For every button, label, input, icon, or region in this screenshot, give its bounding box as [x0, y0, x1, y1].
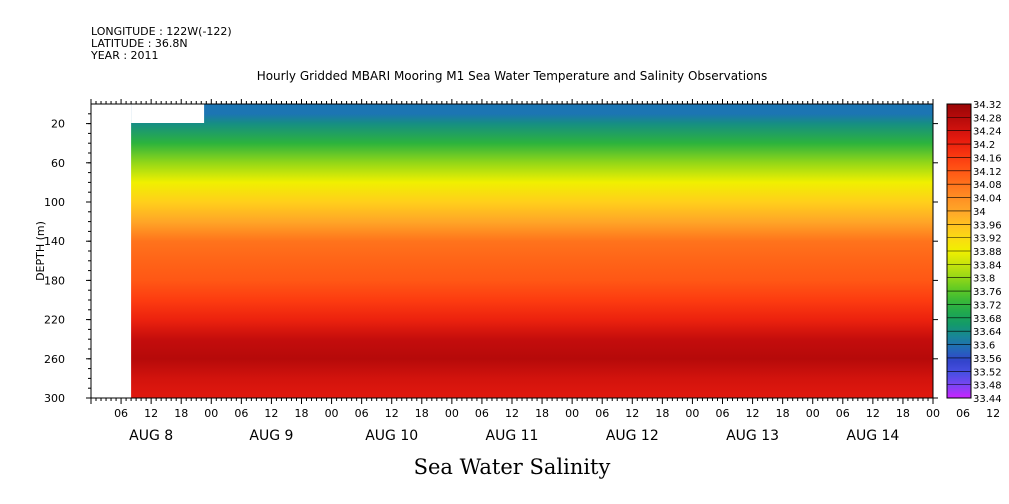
chart-title: Hourly Gridded MBARI Mooring M1 Sea Wate… [257, 69, 768, 83]
colorbar-label: 33.84 [973, 260, 1002, 271]
longitude-label: LONGITUDE : 122W(-122) [91, 25, 232, 38]
x-day-label: AUG 11 [486, 428, 539, 444]
x-hour-label: 18 [896, 407, 910, 420]
y-tick-label: 300 [44, 392, 65, 405]
x-hour-label: 12 [144, 407, 158, 420]
colorbar-label: 33.56 [973, 354, 1002, 365]
colorbar-label: 33.76 [973, 287, 1002, 298]
colorbar-label: 34.16 [973, 153, 1002, 164]
colorbar-label: 34.28 [973, 113, 1002, 124]
colorbar-label: 33.96 [973, 220, 1002, 231]
colorbar-label: 33.8 [973, 274, 995, 285]
latitude-label: LATITUDE : 36.8N [91, 37, 188, 50]
x-hour-label: 00 [926, 407, 940, 420]
colorbar-label: 33.44 [973, 394, 1002, 405]
salinity-field [131, 104, 933, 398]
y-tick-label: 60 [51, 157, 65, 170]
x-hour-label: 06 [114, 407, 128, 420]
x-day-label: AUG 10 [365, 428, 418, 444]
colorbar-label: 33.48 [973, 381, 1002, 392]
plot-area [90, 103, 934, 399]
x-hour-label: 06 [956, 407, 970, 420]
x-hour-label: 12 [866, 407, 880, 420]
x-hour-label: 00 [565, 407, 579, 420]
y-axis: 20 60 100 140 180 220 260 300 [44, 113, 938, 405]
colorbar-label: 33.88 [973, 247, 1002, 258]
y-tick-label: 260 [44, 353, 65, 366]
x-hour-label: 12 [986, 407, 1000, 420]
x-hour-label: 12 [505, 407, 519, 420]
year-label: YEAR : 2011 [90, 49, 159, 62]
y-tick-label: 140 [44, 235, 65, 248]
x-hour-label: 12 [746, 407, 760, 420]
x-hour-label: 00 [445, 407, 459, 420]
header-info: LONGITUDE : 122W(-122) LATITUDE : 36.8N … [90, 25, 232, 62]
x-hour-label: 12 [385, 407, 399, 420]
colorbar-label: 34.2 [973, 140, 995, 151]
y-tick-label: 20 [51, 118, 65, 131]
x-hour-label: 18 [295, 407, 309, 420]
x-hour-label: 18 [415, 407, 429, 420]
footer-title: Sea Water Salinity [414, 455, 611, 479]
y-tick-label: 100 [44, 196, 65, 209]
x-hour-label: 18 [776, 407, 790, 420]
x-day-label: AUG 12 [606, 428, 659, 444]
x-hour-label: 06 [836, 407, 850, 420]
y-tick-label: 220 [44, 314, 65, 327]
x-day-label: AUG 9 [249, 428, 293, 444]
colorbar-label: 34.24 [973, 127, 1002, 138]
x-hour-label: 00 [325, 407, 339, 420]
x-hour-label: 06 [595, 407, 609, 420]
x-hour-label: 06 [234, 407, 248, 420]
colorbar-label: 34.04 [973, 194, 1002, 205]
x-hour-label: 06 [355, 407, 369, 420]
x-hour-label: 06 [716, 407, 730, 420]
colorbar-label: 34.08 [973, 180, 1002, 191]
y-axis-label: DEPTH (m) [34, 221, 47, 281]
x-hour-label: 00 [204, 407, 218, 420]
colorbar-label: 33.92 [973, 234, 1002, 245]
x-hour-label: 12 [625, 407, 639, 420]
x-day-label: AUG 13 [726, 428, 779, 444]
x-hour-label: 18 [174, 407, 188, 420]
y-tick-label: 180 [44, 274, 65, 287]
colorbar: 34.32 34.28 34.24 34.2 34.16 34.12 34.08 34.04 3… [946, 100, 1002, 405]
colorbar-label: 33.52 [973, 367, 1002, 378]
missing-data-region [131, 104, 205, 123]
colorbar-label: 33.72 [973, 300, 1002, 311]
colorbar-label: 33.6 [973, 341, 995, 352]
x-hour-label: 12 [264, 407, 278, 420]
x-hour-label: 06 [475, 407, 489, 420]
x-hour-label: 18 [535, 407, 549, 420]
colorbar-label: 33.64 [973, 327, 1002, 338]
x-hour-label: 00 [806, 407, 820, 420]
x-day-label: AUG 14 [846, 428, 899, 444]
x-day-label: AUG 8 [129, 428, 173, 444]
colorbar-label: 34.12 [973, 167, 1002, 178]
x-axis: 06 12 18 00 06 12 18 00 06 12 18 00 06 12 18 00 06 12 18 00… [90, 99, 1000, 444]
x-hour-label: 00 [685, 407, 699, 420]
x-hour-label: 18 [655, 407, 669, 420]
colorbar-label: 34.32 [973, 100, 1002, 111]
colorbar-label: 33.68 [973, 314, 1002, 325]
colorbar-label: 34 [973, 207, 986, 218]
